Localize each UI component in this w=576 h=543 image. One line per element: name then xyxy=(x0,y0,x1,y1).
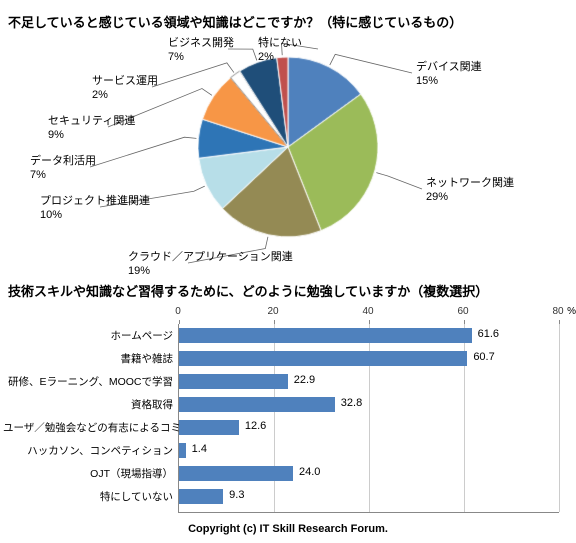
bar-value-label: 9.3 xyxy=(229,489,244,501)
pie-slice-label: サービス運用2% xyxy=(92,75,158,103)
bar-category-label: ハッカソン、コンペティション xyxy=(3,443,173,458)
pie-canvas xyxy=(198,47,378,247)
bar-row: ユーザ／勉強会などの有志によるコミュニティ12.6 xyxy=(179,416,559,439)
bar-category-label: ホームページ xyxy=(3,328,173,343)
bar-axis-tick: 20 xyxy=(267,306,278,317)
bar-value-label: 61.6 xyxy=(478,328,499,340)
bar-category-label: ユーザ／勉強会などの有志によるコミュニティ xyxy=(3,420,173,435)
bar-value-label: 1.4 xyxy=(192,443,207,455)
pie-chart: デバイス関連15% ネットワーク関連29% クラウド／アプリケーション関連19% プロ… xyxy=(8,37,568,277)
bar-rect xyxy=(179,489,223,504)
pie-slice-label: プロジェクト推進関連10% xyxy=(40,195,150,223)
bar-axis-tick: 60 xyxy=(457,306,468,317)
bar-category-label: 資格取得 xyxy=(3,397,173,412)
bar-value-label: 60.7 xyxy=(473,351,494,363)
bar-rect xyxy=(179,351,467,366)
bar-row: 特にしていない9.3 xyxy=(179,485,559,508)
pie-slice-label: ビジネス開発7% xyxy=(168,37,234,65)
bar-value-label: 22.9 xyxy=(294,374,315,386)
pie-slice-label: 特にない2% xyxy=(258,37,302,65)
bar-rect xyxy=(179,374,288,389)
bar-rect xyxy=(179,443,186,458)
bar-unit-label: % xyxy=(567,306,576,317)
copyright: Copyright (c) IT Skill Research Forum. xyxy=(8,523,568,535)
bar-chart: 020406080% ホームページ61.6書籍や雑誌60.7研修、Eラーニング、… xyxy=(8,306,568,513)
bar-row: 資格取得32.8 xyxy=(179,393,559,416)
bar-category-label: OJT（現場指導） xyxy=(3,466,173,481)
bar-axis-tick: 80 xyxy=(552,306,563,317)
bar-grid-line xyxy=(559,324,560,512)
bar-rect xyxy=(179,420,239,435)
bar-row: ハッカソン、コンペティション1.4 xyxy=(179,439,559,462)
bar-category-label: 特にしていない xyxy=(3,489,173,504)
pie-slice-label: ネットワーク関連29% xyxy=(426,177,514,205)
bar-chart-title: 技術スキルや知識など習得するために、どのように勉強していますか（複数選択） xyxy=(8,281,568,300)
pie-slice-label: クラウド／アプリケーション関連19% xyxy=(128,251,293,279)
bar-row: OJT（現場指導）24.0 xyxy=(179,462,559,485)
pie-chart-title: 不足していると感じている領域や知識はどこですか？（特に感じているもの） xyxy=(8,12,568,31)
bar-value-label: 12.6 xyxy=(245,420,266,432)
bar-row: 書籍や雑誌60.7 xyxy=(179,347,559,370)
bar-axis-tick: 40 xyxy=(362,306,373,317)
bar-category-label: 書籍や雑誌 xyxy=(3,351,173,366)
bar-rect xyxy=(179,466,293,481)
pie-slice-label: セキュリティ関連9% xyxy=(48,115,135,143)
bar-row: 研修、Eラーニング、MOOCで学習22.9 xyxy=(179,370,559,393)
bar-value-label: 32.8 xyxy=(341,397,362,409)
bar-rect xyxy=(179,328,472,343)
pie-slice-label: データ利活用7% xyxy=(30,155,96,183)
bar-axis-tick: 0 xyxy=(175,306,181,317)
bar-row: ホームページ61.6 xyxy=(179,324,559,347)
pie-slice-label: デバイス関連15% xyxy=(416,61,482,89)
bar-rect xyxy=(179,397,335,412)
bar-category-label: 研修、Eラーニング、MOOCで学習 xyxy=(3,374,173,389)
bar-value-label: 24.0 xyxy=(299,466,320,478)
